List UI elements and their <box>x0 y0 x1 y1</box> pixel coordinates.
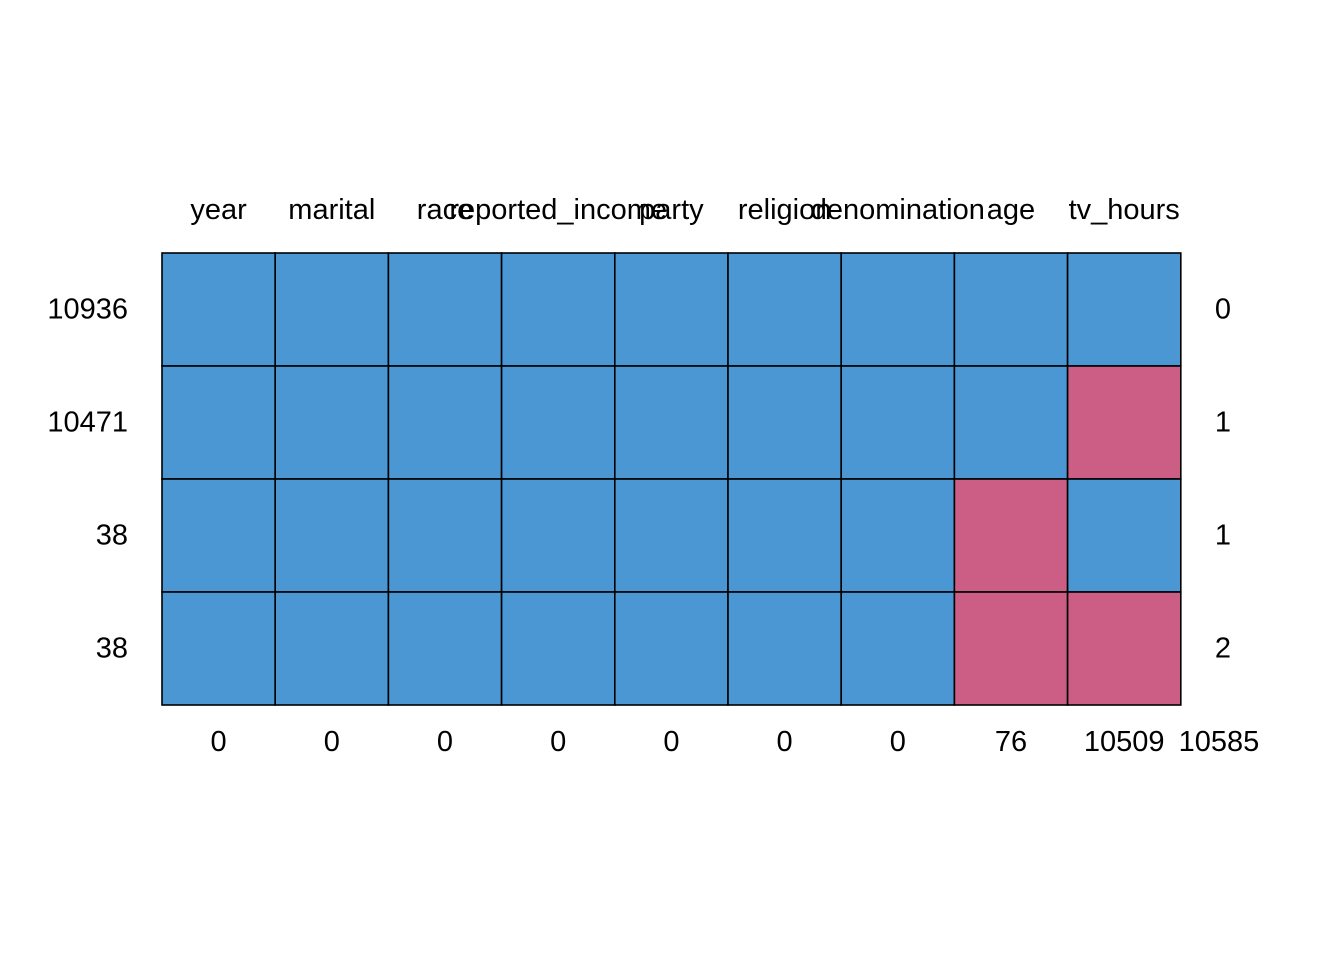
grand-total-missing: 10585 <box>1179 726 1260 758</box>
column-missing-total: 0 <box>663 726 679 758</box>
observed-cell <box>1066 252 1182 367</box>
column-label-religion: religion <box>738 194 832 226</box>
column-label-denomination: denomination <box>811 194 985 226</box>
column-label-race: race <box>417 194 473 226</box>
pattern-grid <box>161 252 1182 706</box>
row-missing-count: 0 <box>1215 294 1231 326</box>
observed-cell <box>953 365 1069 480</box>
observed-cell <box>613 252 729 367</box>
observed-cell <box>840 591 956 706</box>
row-count-label: 10936 <box>47 294 128 326</box>
column-missing-total: 0 <box>890 726 906 758</box>
row-missing-labels: 0 1 1 2 <box>1215 294 1231 665</box>
observed-cell <box>840 478 956 593</box>
observed-cell <box>613 478 729 593</box>
observed-cell <box>1066 478 1182 593</box>
row-count-labels: 10936 10471 38 38 <box>47 294 128 665</box>
observed-cell <box>727 252 842 367</box>
observed-cell <box>387 478 503 593</box>
column-label-year: year <box>190 194 247 226</box>
observed-cell <box>953 252 1069 367</box>
observed-cell <box>161 252 276 367</box>
missing-cell <box>1066 591 1182 706</box>
observed-cell <box>840 252 956 367</box>
column-label-tv-hours: tv_hours <box>1069 194 1180 226</box>
column-missing-total: 0 <box>777 726 793 758</box>
missing-cell <box>953 591 1069 706</box>
observed-cell <box>500 591 616 706</box>
observed-cell <box>500 365 616 480</box>
missing-cell <box>953 478 1069 593</box>
observed-cell <box>500 478 616 593</box>
observed-cell <box>274 591 390 706</box>
column-missing-total: 10509 <box>1084 726 1165 758</box>
column-label-party: party <box>639 194 704 226</box>
row-missing-count: 1 <box>1215 520 1231 552</box>
column-missing-totals: 0 0 0 0 0 0 0 76 10509 10585 <box>211 726 1260 758</box>
observed-cell <box>727 478 842 593</box>
observed-cell <box>387 365 503 480</box>
observed-cell <box>387 252 503 367</box>
column-missing-total: 0 <box>324 726 340 758</box>
column-missing-total: 0 <box>550 726 566 758</box>
column-missing-total: 0 <box>211 726 227 758</box>
row-missing-count: 1 <box>1215 407 1231 439</box>
observed-cell <box>500 252 616 367</box>
observed-cell <box>613 591 729 706</box>
observed-cell <box>161 591 276 706</box>
row-missing-count: 2 <box>1215 633 1231 665</box>
row-count-label: 10471 <box>47 407 128 439</box>
observed-cell <box>727 591 842 706</box>
row-count-label: 38 <box>96 520 128 552</box>
missing-cell <box>1066 365 1182 480</box>
column-label-reported-income: reported_income <box>449 194 667 226</box>
observed-cell <box>274 365 390 480</box>
observed-cell <box>840 365 956 480</box>
row-count-label: 38 <box>96 633 128 665</box>
observed-cell <box>274 252 390 367</box>
observed-cell <box>274 478 390 593</box>
observed-cell <box>161 478 276 593</box>
column-label-marital: marital <box>288 194 375 226</box>
column-missing-total: 76 <box>995 726 1027 758</box>
column-missing-total: 0 <box>437 726 453 758</box>
observed-cell <box>613 365 729 480</box>
observed-cell <box>727 365 842 480</box>
observed-cell <box>387 591 503 706</box>
observed-cell <box>161 365 276 480</box>
column-label-age: age <box>987 194 1035 226</box>
